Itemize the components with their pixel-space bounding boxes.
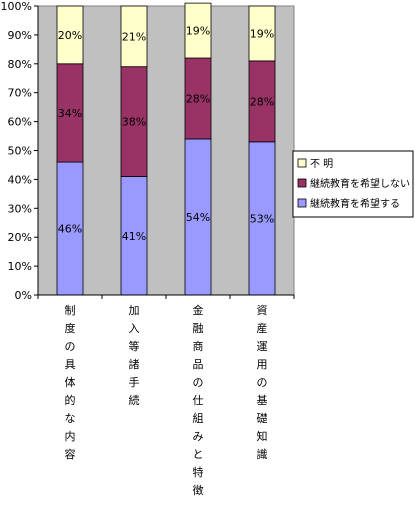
bar-segment: [248, 60, 276, 143]
category-label-char: み: [193, 430, 204, 443]
category-label-char: と: [193, 448, 204, 461]
category-label-char: 品: [193, 358, 204, 371]
category-label-char: 資: [257, 304, 268, 317]
bar-segment: [56, 5, 84, 65]
bar-segment: [184, 57, 212, 140]
category-label-char: の: [193, 376, 204, 389]
category-label-char: 組: [193, 412, 204, 425]
category-label-char: 運: [257, 340, 268, 353]
data-label: 28%: [250, 95, 274, 108]
legend-swatch: [297, 198, 307, 208]
y-tick-label: 80%: [8, 58, 32, 71]
y-tick-label: 100%: [1, 0, 32, 13]
category-label-char: 容: [65, 447, 76, 461]
category-label-char: 度: [65, 321, 76, 335]
y-tick-label: 70%: [8, 87, 32, 100]
category-label-char: 等: [129, 339, 140, 353]
category-label-char: 産: [257, 322, 268, 335]
y-tick-label: 40%: [8, 173, 32, 186]
category-label-char: 知: [257, 429, 268, 443]
data-label: 21%: [122, 30, 146, 43]
category-label-char: 加: [129, 304, 140, 317]
y-tick-label: 10%: [8, 260, 32, 273]
data-label: 53%: [250, 212, 274, 225]
data-label: 19%: [186, 25, 210, 38]
y-tick-label: 0%: [15, 289, 32, 302]
category-label-char: 徴: [193, 483, 204, 497]
legend-label: 継続教育を希望しない: [310, 177, 410, 190]
y-tick-label: 50%: [8, 145, 32, 158]
category-label-char: の: [257, 376, 268, 389]
y-tick-label: 90%: [8, 29, 32, 42]
legend-swatch: [297, 178, 307, 188]
y-tick-label: 30%: [8, 202, 32, 215]
bar-segment: [120, 5, 148, 68]
data-label: 20%: [58, 29, 82, 42]
legend-swatch: [297, 158, 307, 168]
category-label-char: 的: [65, 393, 76, 407]
category-label-char: 融: [193, 322, 204, 335]
category-label-char: 内: [65, 429, 76, 443]
bar-segment: [184, 2, 212, 59]
category-label-char: 特: [193, 465, 204, 479]
bar-segment: [120, 176, 148, 296]
legend-box: [292, 150, 414, 218]
category-label-char: 用: [257, 358, 268, 371]
category-label-char: 具: [65, 358, 76, 371]
data-label: 46%: [58, 223, 82, 236]
data-label: 19%: [250, 27, 274, 40]
category-label-char: 商: [193, 339, 204, 353]
data-label: 38%: [122, 116, 146, 129]
category-label-char: 続: [129, 393, 140, 407]
category-label-char: な: [65, 412, 76, 425]
category-label-char: 礎: [257, 412, 268, 425]
y-axis: 0% 10% 20% 30% 40% 50% 60% 70% 80% 90% 100%: [1, 0, 39, 302]
bar-segment: [248, 5, 276, 62]
data-label: 28%: [186, 92, 210, 105]
data-label: 34%: [58, 107, 82, 120]
category-label-char: 識: [257, 448, 268, 461]
y-tick-label: 20%: [8, 231, 32, 244]
category-label-char: の: [65, 340, 76, 353]
category-label-char: 諸: [129, 357, 140, 371]
data-label: 54%: [186, 211, 210, 224]
category-label-char: 基: [257, 394, 268, 407]
category-label-char: 仕: [193, 394, 204, 407]
legend-label: 継続教育を希望する: [310, 197, 400, 210]
bar-segment: [120, 66, 148, 177]
legend-label: 不 明: [310, 158, 333, 170]
y-tick-label: 60%: [8, 116, 32, 129]
category-label-char: 手: [129, 375, 140, 389]
category-label-char: 金: [193, 303, 204, 317]
category-label-char: 制: [65, 304, 76, 317]
data-label: 41%: [122, 230, 146, 243]
category-label-char: 体: [65, 375, 76, 389]
category-label-char: 入: [129, 322, 140, 335]
